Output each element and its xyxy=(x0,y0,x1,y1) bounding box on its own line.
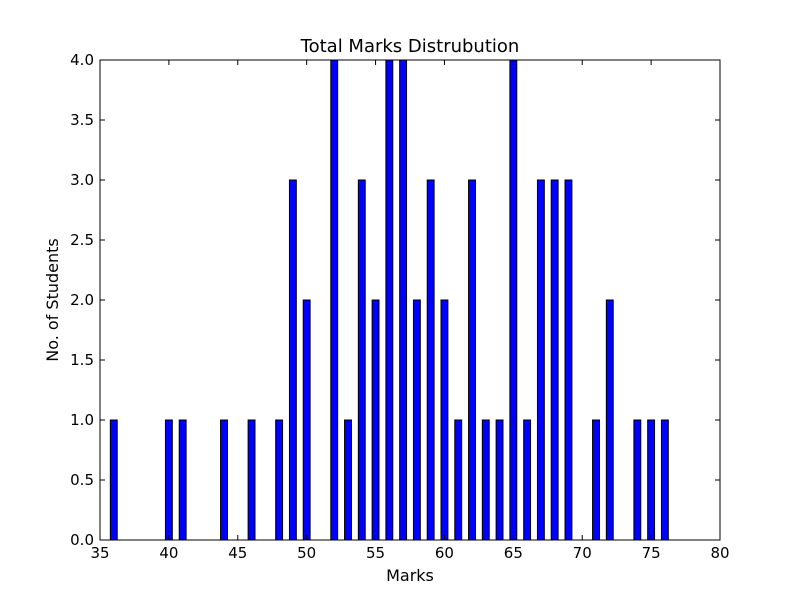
bar-54 xyxy=(357,179,366,541)
ticks-layer: 35 40 45 50 55 60 65 70 75 80 0.0 0.5 1.0 1.5 2.0 2.5 3.… xyxy=(70,51,729,562)
y-axis-label: No. of Students xyxy=(43,238,62,361)
x-tick-label: 45 xyxy=(228,544,247,562)
bar-60 xyxy=(440,299,449,541)
bar-55 xyxy=(371,299,380,541)
x-tick-label: 80 xyxy=(710,544,729,562)
bar-50 xyxy=(302,299,311,541)
x-tick-label: 65 xyxy=(504,544,523,562)
y-tick-label: 2.5 xyxy=(70,231,94,249)
bar-67 xyxy=(536,179,545,541)
bars-layer xyxy=(109,59,669,541)
bar-71 xyxy=(592,419,600,541)
bar-58 xyxy=(412,299,421,541)
bar-44 xyxy=(220,419,228,541)
bar-64 xyxy=(495,419,504,541)
bar-40 xyxy=(164,419,173,541)
chart-title: Total Marks Distrubution xyxy=(300,36,520,57)
plot-frame xyxy=(99,59,721,541)
y-tick-label: 1.5 xyxy=(70,351,94,369)
bar-36 xyxy=(109,419,118,541)
bar-52 xyxy=(330,59,339,541)
x-tick-label: 60 xyxy=(435,544,454,562)
bar-74 xyxy=(633,419,642,541)
bar-56 xyxy=(385,59,394,541)
y-tick-label: 0.0 xyxy=(70,531,94,549)
x-tick-label: 35 xyxy=(90,544,109,562)
bar-48 xyxy=(275,419,284,541)
y-tick-label: 0.5 xyxy=(70,471,94,489)
y-tick-label: 4.0 xyxy=(70,51,94,69)
y-tick-label: 2.0 xyxy=(70,291,94,309)
x-tick-label: 70 xyxy=(573,544,592,562)
bar-75 xyxy=(647,419,656,541)
bar-76 xyxy=(660,419,669,541)
bar-72 xyxy=(605,299,614,541)
bar-49 xyxy=(288,179,297,541)
bar-69 xyxy=(564,179,573,541)
bar-61 xyxy=(454,419,463,541)
bar-65 xyxy=(509,59,518,541)
bar-57 xyxy=(399,59,408,541)
y-tick-label: 3.0 xyxy=(70,171,94,189)
x-tick-label: 50 xyxy=(297,544,316,562)
x-axis-label: Marks xyxy=(386,566,434,585)
x-tick-label: 55 xyxy=(366,544,385,562)
x-tick-label: 40 xyxy=(159,544,178,562)
bar-68 xyxy=(550,179,559,541)
bar-41 xyxy=(178,419,187,541)
bar-46 xyxy=(247,419,256,541)
x-tick-label: 75 xyxy=(642,544,661,562)
bar-59 xyxy=(426,179,435,541)
y-tick-label: 3.5 xyxy=(70,111,94,129)
bar-62 xyxy=(468,179,476,541)
bar-66 xyxy=(523,419,532,541)
bar-63 xyxy=(481,419,490,541)
y-tick-label: 1.0 xyxy=(70,411,94,429)
bar-53 xyxy=(344,419,352,541)
